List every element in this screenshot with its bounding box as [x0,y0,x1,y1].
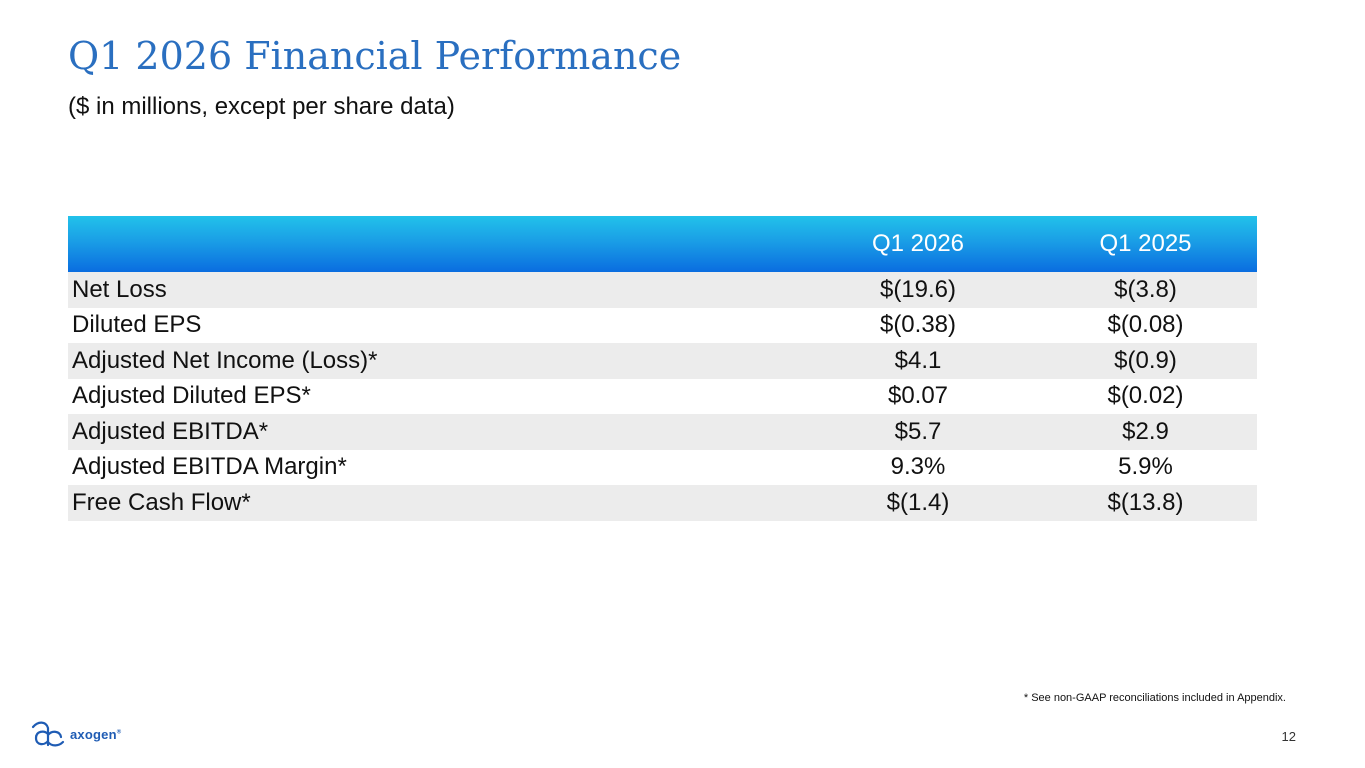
cell-q1-2025: $2.9 [1034,414,1257,450]
row-label: Adjusted EBITDA* [68,414,802,450]
row-label: Adjusted EBITDA Margin* [68,449,802,485]
table-header-row: Q1 2026 Q1 2025 [68,216,1257,272]
table-row: Adjusted Net Income (Loss)* $4.1 $(0.9) [68,343,1257,379]
page-title: Q1 2026 Financial Performance [68,34,682,78]
cell-q1-2026: $4.1 [802,343,1034,379]
financial-table: Q1 2026 Q1 2025 Net Loss $(19.6) $(3.8) … [68,216,1257,521]
cell-q1-2026: $(19.6) [802,272,1034,308]
page-number: 12 [1281,729,1296,744]
cell-q1-2025: $(13.8) [1034,485,1257,521]
table-header: Q1 2026 Q1 2025 [68,216,1257,272]
row-label: Adjusted Diluted EPS* [68,378,802,414]
cell-q1-2025: $(3.8) [1034,272,1257,308]
table-row: Free Cash Flow* $(1.4) $(13.8) [68,485,1257,521]
page-subtitle: ($ in millions, except per share data) [68,93,455,120]
cell-q1-2026: 9.3% [802,449,1034,485]
cell-q1-2026: $0.07 [802,378,1034,414]
row-label: Free Cash Flow* [68,485,802,521]
header-cell-q1-2025: Q1 2025 [1034,216,1257,272]
cell-q1-2025: $(0.02) [1034,378,1257,414]
axogen-mark-icon [31,721,65,747]
cell-q1-2025: $(0.08) [1034,307,1257,343]
brand-name: axogen [70,726,117,742]
table-body: Net Loss $(19.6) $(3.8) Diluted EPS $(0.… [68,272,1257,521]
brand-logo: axogen® [30,719,121,749]
brand-wordmark: axogen® [70,727,121,742]
row-label: Adjusted Net Income (Loss)* [68,343,802,379]
header-cell-q1-2026: Q1 2026 [802,216,1034,272]
cell-q1-2026: $(1.4) [802,485,1034,521]
table-row: Adjusted EBITDA* $5.7 $2.9 [68,414,1257,450]
registered-mark: ® [116,729,122,736]
cell-q1-2025: 5.9% [1034,449,1257,485]
row-label: Net Loss [68,272,802,308]
cell-q1-2026: $5.7 [802,414,1034,450]
footnote: * See non-GAAP reconciliations included … [1023,692,1286,704]
table-row: Adjusted EBITDA Margin* 9.3% 5.9% [68,449,1257,485]
table-row: Adjusted Diluted EPS* $0.07 $(0.02) [68,378,1257,414]
cell-q1-2025: $(0.9) [1034,343,1257,379]
cell-q1-2026: $(0.38) [802,307,1034,343]
table-row: Net Loss $(19.6) $(3.8) [68,272,1257,308]
row-label: Diluted EPS [68,307,802,343]
header-cell-label [68,216,802,272]
table-row: Diluted EPS $(0.38) $(0.08) [68,307,1257,343]
